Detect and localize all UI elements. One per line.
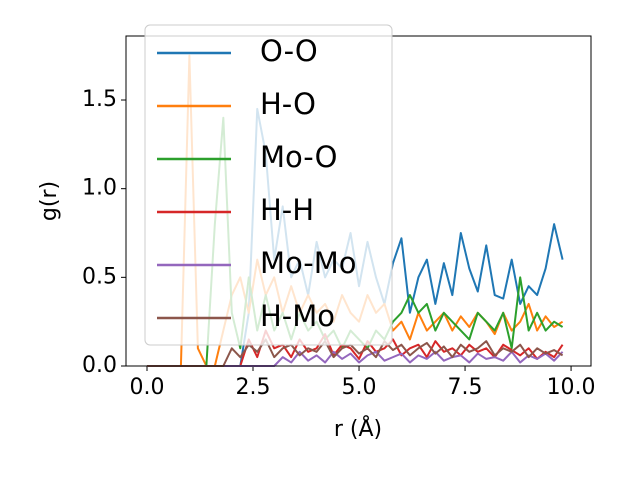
legend-label: H-H bbox=[260, 193, 314, 227]
x-tick-label: 5.0 bbox=[342, 375, 377, 400]
y-tick-label: 1.0 bbox=[82, 176, 117, 201]
y-tick-label: 0.5 bbox=[82, 264, 117, 289]
x-tick-label: 0.0 bbox=[129, 375, 164, 400]
y-tick-label: 1.5 bbox=[82, 87, 117, 112]
legend-box bbox=[144, 24, 393, 346]
legend-label: H-Mo bbox=[260, 299, 335, 333]
x-tick-label: 7.5 bbox=[448, 375, 483, 400]
y-axis-label: g(r) bbox=[37, 181, 62, 221]
x-tick-label: 10.0 bbox=[547, 375, 596, 400]
legend-label: H-O bbox=[260, 87, 316, 121]
legend: O-O H-O Mo-O H-H Mo-Mo H-Mo bbox=[144, 24, 393, 346]
legend-label: Mo-Mo bbox=[260, 246, 357, 280]
x-tick-label: 2.5 bbox=[236, 375, 271, 400]
legend-label: Mo-O bbox=[260, 140, 337, 174]
y-tick-label: 0.0 bbox=[82, 353, 117, 378]
x-axis-label: r (Å) bbox=[334, 415, 382, 442]
legend-label: O-O bbox=[260, 34, 318, 68]
